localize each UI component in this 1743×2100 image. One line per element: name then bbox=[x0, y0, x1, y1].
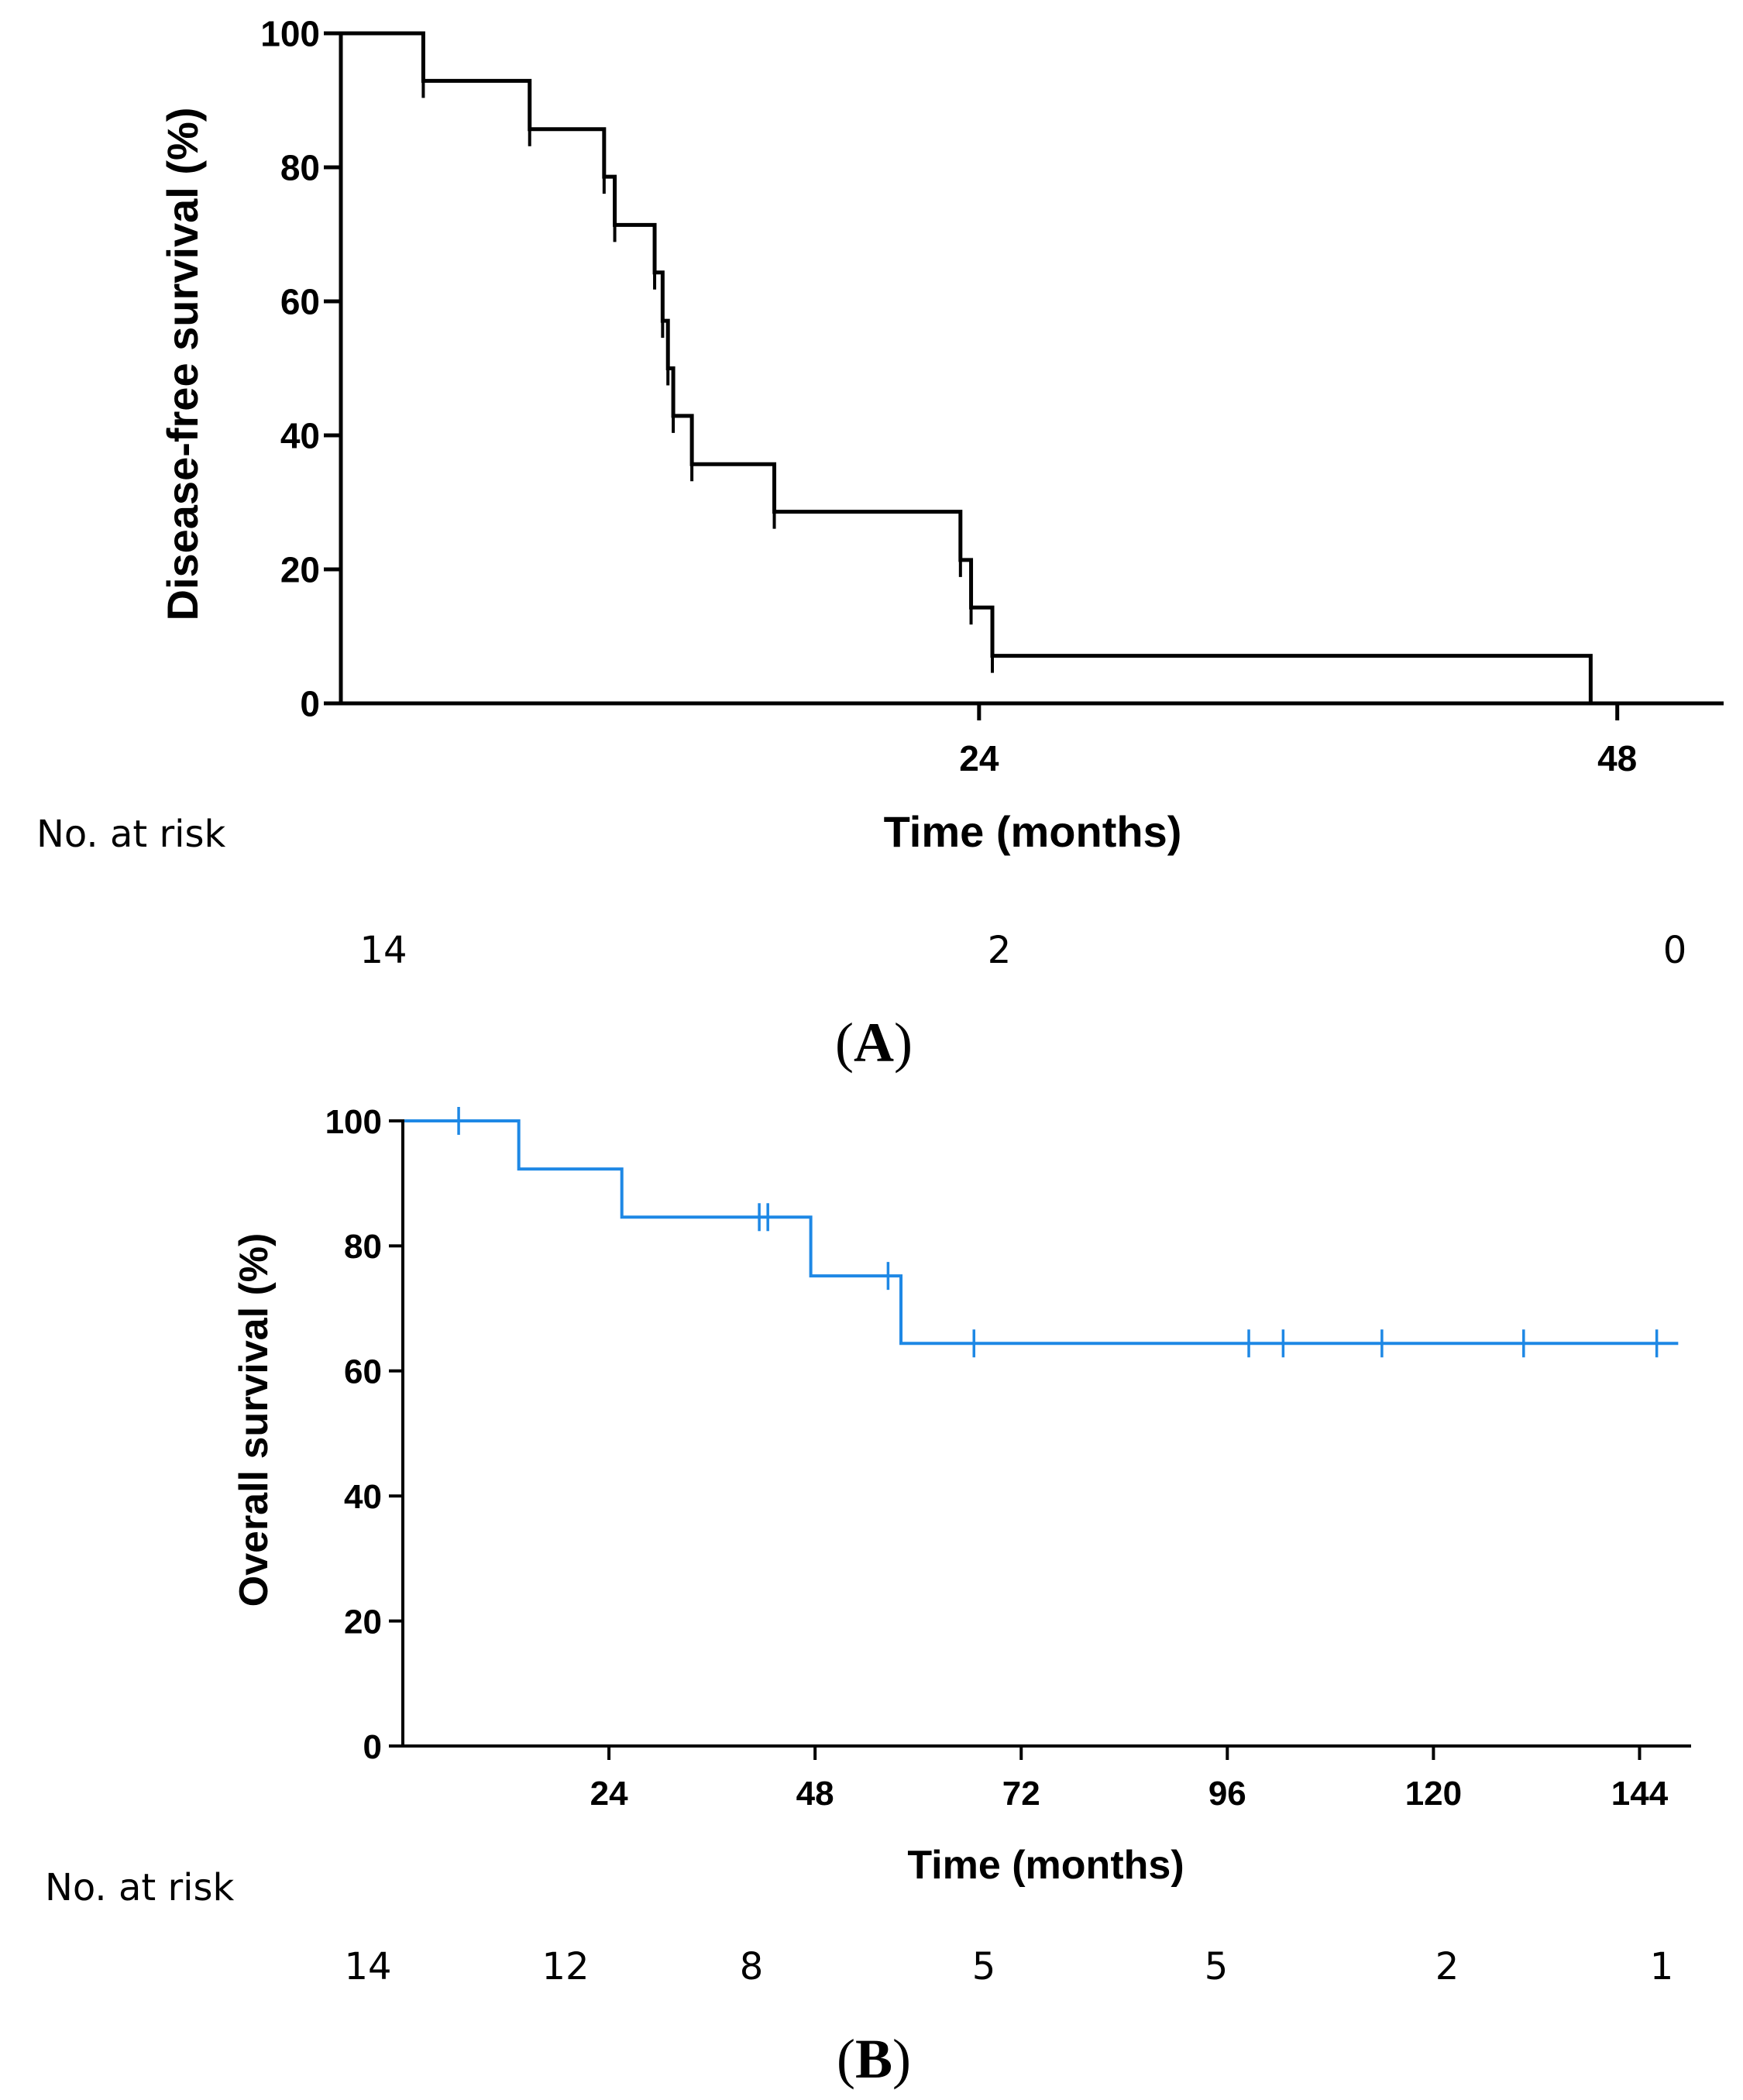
panel-a-x-ticks: 24 48 bbox=[959, 703, 1637, 778]
panel-a-risk-label: No. at risk bbox=[36, 813, 226, 856]
panel-a-x-tick-label: 48 bbox=[1597, 738, 1637, 778]
panel-a-risk-value: 2 bbox=[988, 929, 1012, 972]
panel-b-risk-values: 14 12 8 5 5 2 1 bbox=[344, 1945, 1673, 1988]
panel-b-x-axis-title: Time (months) bbox=[907, 1843, 1184, 1888]
panel-a-x-axis-title: Time (months) bbox=[884, 807, 1182, 856]
panel-a-y-tick-label: 20 bbox=[280, 550, 320, 590]
panel-b-y-tick-label: 20 bbox=[344, 1603, 382, 1641]
panel-b-risk-value: 5 bbox=[1205, 1945, 1229, 1988]
panel-b-risk-label: No. at risk bbox=[45, 1866, 235, 1909]
panel-b-risk-value: 12 bbox=[541, 1945, 589, 1988]
panel-a-risk-value: 0 bbox=[1663, 929, 1687, 972]
panel-a-x-tick-label: 24 bbox=[959, 738, 999, 778]
panel-b-y-ticks: 0 20 40 60 80 100 bbox=[325, 1103, 403, 1766]
svg-text:(B): (B) bbox=[837, 2028, 911, 2090]
panel-b-risk-value: 8 bbox=[740, 1945, 764, 1988]
svg-text:(A): (A) bbox=[835, 1012, 913, 1074]
panel-a-y-tick-label: 100 bbox=[260, 14, 320, 54]
figure: 020406080100 24 48 Disease-free survival … bbox=[0, 0, 1743, 2100]
panel-b-y-tick-label: 0 bbox=[363, 1728, 382, 1766]
panel-a-censor-marks bbox=[423, 64, 992, 672]
panel-b-step-line bbox=[403, 1121, 1678, 1343]
panel-a-y-tick-label: 60 bbox=[280, 282, 320, 322]
panel-b-chart: 0 20 40 60 80 100 24 48 72 96 120 144 Overall surv… bbox=[45, 1103, 1691, 2090]
panel-b-x-tick-label: 96 bbox=[1208, 1775, 1246, 1813]
panel-b-axes bbox=[403, 1119, 1691, 1746]
panel-b-x-ticks: 24 48 72 96 120 144 bbox=[590, 1746, 1669, 1813]
panel-a-y-tick-label: 0 bbox=[300, 684, 320, 724]
panel-b-survival-curve bbox=[403, 1121, 1678, 1343]
panel-b-x-tick-label: 144 bbox=[1611, 1775, 1669, 1813]
panel-a-label: (A) bbox=[835, 1012, 913, 1074]
panel-b-x-tick-label: 120 bbox=[1405, 1775, 1462, 1813]
panel-a-y-axis-title: Disease-free survival (%) bbox=[158, 107, 207, 620]
panel-b-label: (B) bbox=[837, 2028, 911, 2090]
panel-b-censor-marks bbox=[459, 1107, 1657, 1357]
panel-b-y-tick-label: 100 bbox=[325, 1103, 382, 1141]
panel-b-x-tick-label: 24 bbox=[590, 1775, 628, 1813]
panel-a-y-tick-label: 40 bbox=[280, 416, 320, 456]
panel-a-letter: A bbox=[854, 1012, 894, 1074]
panel-b-y-tick-label: 60 bbox=[344, 1353, 382, 1391]
panel-a-y-tick-label: 80 bbox=[280, 148, 320, 188]
panel-b-x-tick-label: 48 bbox=[796, 1775, 834, 1813]
panel-a-y-ticks: 0 20 40 60 80 100 bbox=[260, 14, 341, 724]
panel-b-y-tick-label: 40 bbox=[344, 1478, 382, 1516]
panel-b-risk-value: 1 bbox=[1650, 1945, 1674, 1988]
panel-b-letter: B bbox=[855, 2028, 892, 2090]
panel-b-risk-value: 14 bbox=[344, 1945, 391, 1988]
panel-b-x-tick-label: 72 bbox=[1002, 1775, 1040, 1813]
panel-b-risk-value: 5 bbox=[972, 1945, 996, 1988]
panel-b-y-axis-title: Overall survival (%) bbox=[232, 1233, 277, 1607]
panel-a-axes bbox=[341, 32, 1724, 703]
panel-a-risk-value: 14 bbox=[359, 929, 407, 972]
panel-b-risk-value: 2 bbox=[1435, 1945, 1459, 1988]
panel-a-risk-values: 14 2 0 bbox=[359, 929, 1686, 972]
panel-b-y-tick-label: 80 bbox=[344, 1228, 382, 1266]
